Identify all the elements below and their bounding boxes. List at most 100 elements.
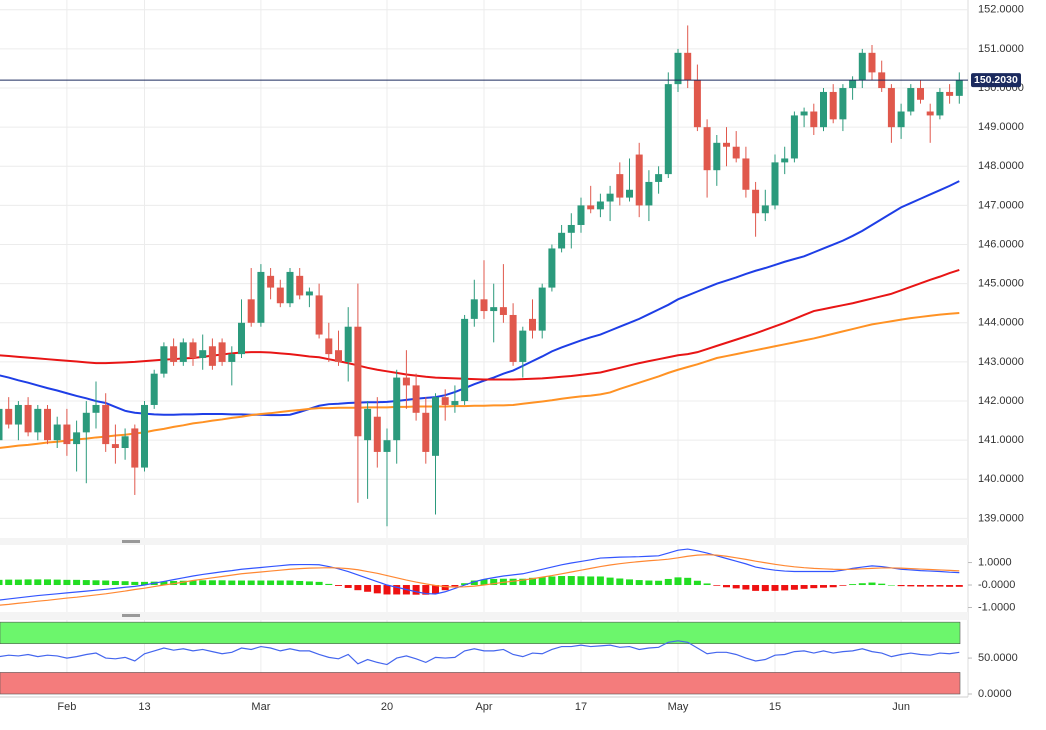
last-price-label: 150.2030 bbox=[974, 74, 1018, 86]
histogram-bar bbox=[577, 576, 585, 586]
histogram-bar bbox=[771, 585, 779, 591]
indicator-line bbox=[0, 548, 960, 601]
x-tick-label: Feb bbox=[57, 701, 76, 713]
candle-body bbox=[402, 377, 410, 386]
y-tick-label: 148.0000 bbox=[978, 160, 1024, 172]
histogram-bar bbox=[432, 585, 439, 594]
y-tick-label: 141.0000 bbox=[978, 434, 1024, 446]
histogram-bar bbox=[92, 580, 100, 586]
y-tick-label: -0.0000 bbox=[978, 579, 1015, 591]
candle-body bbox=[335, 350, 342, 362]
histogram-bar bbox=[752, 585, 760, 591]
histogram-bar bbox=[121, 581, 129, 586]
histogram-bar bbox=[189, 580, 197, 586]
histogram-bar bbox=[111, 580, 119, 586]
histogram-bar bbox=[781, 585, 789, 591]
histogram-bar bbox=[315, 581, 323, 586]
indicator-line bbox=[0, 269, 960, 381]
candle-body bbox=[238, 322, 245, 355]
candle-body bbox=[887, 88, 895, 128]
y-tick-label: 0.0000 bbox=[978, 688, 1012, 700]
candle-body bbox=[102, 404, 110, 445]
candle-body bbox=[567, 224, 575, 233]
histogram-bar bbox=[199, 580, 207, 586]
histogram-bar bbox=[596, 576, 604, 586]
histogram-bar bbox=[820, 585, 827, 588]
x-tick-label: Jun bbox=[892, 701, 910, 713]
candle-body bbox=[790, 115, 798, 159]
candle-body bbox=[461, 318, 469, 402]
candle-body bbox=[538, 287, 546, 331]
histogram-bar bbox=[208, 580, 216, 586]
y-tick-label: 149.0000 bbox=[978, 121, 1024, 133]
candle-body bbox=[82, 412, 90, 433]
candle-body bbox=[529, 318, 536, 331]
candle-body bbox=[800, 111, 808, 116]
candle-body bbox=[131, 428, 139, 468]
candle-body bbox=[723, 142, 730, 147]
candle-body bbox=[92, 404, 100, 413]
candle-body bbox=[664, 84, 672, 175]
candle-body bbox=[955, 80, 963, 96]
candle-body bbox=[509, 314, 517, 362]
candle-body bbox=[218, 342, 226, 362]
histogram-bar bbox=[626, 579, 633, 586]
histogram-bar bbox=[267, 580, 275, 586]
candle-body bbox=[199, 350, 207, 359]
candle-body bbox=[73, 432, 81, 445]
histogram-bar bbox=[616, 578, 624, 586]
y-tick-label: 146.0000 bbox=[978, 238, 1024, 250]
histogram-bar bbox=[24, 579, 32, 586]
histogram-bar bbox=[44, 579, 51, 586]
candle-body bbox=[490, 307, 498, 312]
candle-body bbox=[63, 424, 71, 445]
candle-body bbox=[383, 440, 391, 452]
histogram-bar bbox=[170, 580, 178, 586]
candle-body bbox=[781, 158, 789, 163]
histogram-bar bbox=[519, 578, 527, 586]
histogram-bar bbox=[364, 585, 372, 592]
separator-handle bbox=[122, 540, 140, 543]
candle-body bbox=[432, 397, 439, 456]
y-tick-label: 50.0000 bbox=[978, 652, 1018, 664]
x-tick-label: 13 bbox=[138, 701, 150, 713]
histogram-bar bbox=[868, 582, 876, 586]
candle-body bbox=[111, 444, 119, 449]
rsi-band bbox=[0, 672, 961, 695]
histogram-bar bbox=[829, 585, 837, 588]
candle-body bbox=[936, 91, 944, 116]
candle-body bbox=[829, 91, 837, 120]
candle-body bbox=[519, 330, 527, 362]
histogram-bar bbox=[761, 585, 769, 592]
histogram-bar bbox=[14, 579, 22, 586]
histogram-bar bbox=[635, 580, 643, 586]
y-tick-label: 152.0000 bbox=[978, 4, 1024, 16]
histogram-bar bbox=[490, 578, 498, 586]
y-tick-label: 139.0000 bbox=[978, 512, 1024, 524]
candle-body bbox=[810, 111, 818, 128]
candle-body bbox=[34, 408, 42, 433]
candle-body bbox=[693, 80, 701, 128]
histogram-bar bbox=[693, 580, 701, 586]
candle-body bbox=[577, 205, 585, 225]
histogram-bar bbox=[529, 577, 536, 586]
histogram-bar bbox=[393, 585, 401, 595]
histogram-bar bbox=[461, 583, 469, 586]
histogram-bar bbox=[228, 580, 236, 586]
histogram-bar bbox=[160, 581, 168, 586]
candle-body bbox=[849, 80, 857, 89]
histogram-bar bbox=[684, 577, 692, 586]
candle-body bbox=[14, 404, 22, 425]
candle-body bbox=[141, 404, 148, 468]
candle-body bbox=[170, 346, 178, 362]
candle-body bbox=[742, 158, 750, 190]
histogram-bar bbox=[936, 585, 944, 587]
histogram-bar bbox=[907, 585, 915, 587]
histogram-bar bbox=[926, 585, 934, 587]
candle-body bbox=[926, 111, 934, 116]
histogram-bar bbox=[335, 585, 342, 586]
candle-body bbox=[587, 205, 595, 210]
rsi-band bbox=[0, 621, 961, 645]
indicator-line bbox=[0, 312, 960, 449]
histogram-bar bbox=[383, 585, 391, 595]
